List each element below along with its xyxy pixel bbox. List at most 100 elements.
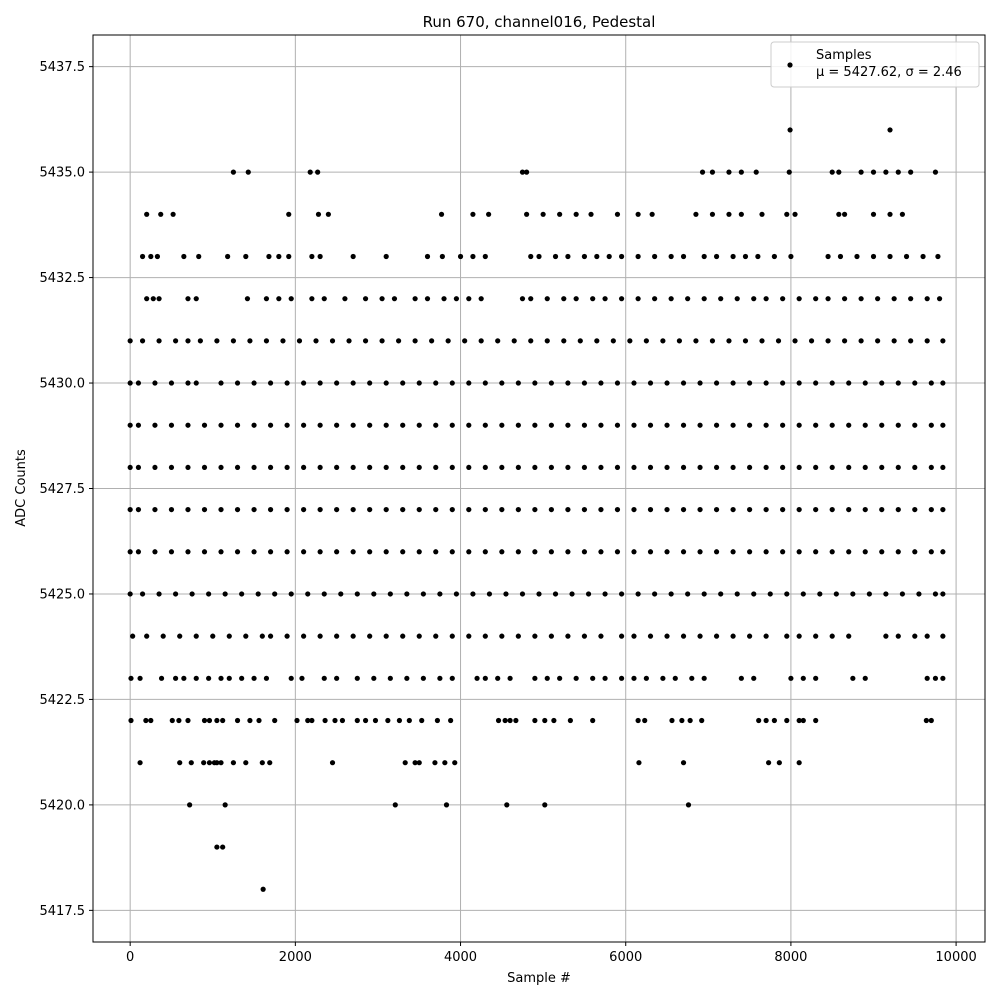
data-point [891, 296, 897, 302]
data-point [168, 380, 175, 386]
data-point [379, 296, 385, 302]
data-point [734, 296, 740, 302]
data-point [152, 464, 158, 471]
data-point [813, 549, 819, 555]
data-point [581, 253, 588, 260]
data-point [699, 169, 706, 175]
data-point [482, 464, 488, 471]
data-point [504, 802, 510, 808]
data-point [367, 380, 373, 386]
data-point [713, 380, 720, 386]
data-point [452, 760, 458, 766]
data-point [474, 675, 480, 681]
data-point [631, 506, 637, 513]
data-point [206, 591, 212, 597]
data-point [466, 549, 472, 555]
data-point [846, 633, 852, 639]
legend-label: Samples [816, 48, 872, 63]
data-point [759, 338, 765, 344]
data-point [928, 422, 934, 428]
data-point [259, 633, 265, 639]
data-point [301, 633, 307, 639]
data-point [924, 675, 930, 681]
data-point [478, 338, 484, 344]
data-point [239, 591, 245, 597]
data-point [299, 675, 305, 681]
data-point [879, 506, 885, 513]
data-point [499, 380, 505, 386]
data-point [780, 506, 786, 513]
data-point [581, 506, 588, 513]
data-point [511, 338, 517, 344]
data-point [895, 380, 901, 386]
data-point [185, 296, 191, 302]
data-point [755, 253, 761, 260]
data-point [697, 422, 703, 428]
data-point [406, 717, 412, 724]
data-point [482, 422, 488, 428]
data-point [800, 717, 806, 724]
data-point [362, 296, 369, 302]
data-point [143, 717, 149, 724]
data-point [693, 338, 699, 344]
data-point [470, 591, 476, 597]
data-point [339, 717, 346, 724]
data-point [135, 506, 142, 513]
data-point [309, 296, 315, 302]
data-point [383, 506, 389, 513]
data-point [598, 633, 604, 639]
data-point [187, 802, 193, 808]
data-point [680, 253, 687, 260]
data-point [372, 717, 379, 724]
data-point [660, 675, 666, 681]
data-point [214, 717, 220, 724]
data-point [771, 717, 777, 724]
data-point [631, 464, 637, 471]
data-point [230, 760, 237, 766]
data-point [234, 380, 241, 386]
data-point [887, 127, 893, 133]
data-point [813, 380, 819, 386]
data-point [185, 506, 191, 513]
data-point [251, 506, 257, 513]
data-point [272, 717, 278, 724]
data-point [127, 591, 133, 597]
data-point [837, 253, 844, 260]
data-point [756, 717, 762, 724]
data-point [251, 422, 257, 428]
data-point [940, 422, 946, 428]
data-point [218, 506, 224, 513]
data-point [614, 422, 621, 428]
data-point [263, 338, 270, 344]
data-point [495, 717, 502, 724]
data-point [379, 338, 385, 344]
data-point [259, 760, 265, 766]
data-point [168, 549, 175, 555]
data-point [895, 422, 901, 428]
data-point [201, 549, 208, 555]
data-point [730, 380, 736, 386]
data-point [222, 802, 228, 808]
data-point [284, 633, 290, 639]
data-point [928, 380, 934, 386]
data-point [668, 296, 674, 302]
data-point [544, 296, 550, 302]
data-point [631, 422, 637, 428]
data-point [288, 296, 294, 302]
data-point [457, 253, 464, 260]
data-point [932, 591, 939, 597]
data-point [230, 338, 237, 344]
data-point [548, 380, 554, 386]
data-point [598, 464, 604, 471]
data-point [218, 464, 224, 471]
data-point [635, 211, 641, 217]
data-point [256, 717, 262, 724]
data-point [631, 549, 637, 555]
data-point [210, 633, 216, 639]
data-point [148, 717, 154, 724]
data-point [763, 549, 769, 555]
data-point [412, 760, 418, 766]
data-point [499, 633, 505, 639]
data-point [350, 549, 356, 555]
data-point [679, 717, 685, 724]
